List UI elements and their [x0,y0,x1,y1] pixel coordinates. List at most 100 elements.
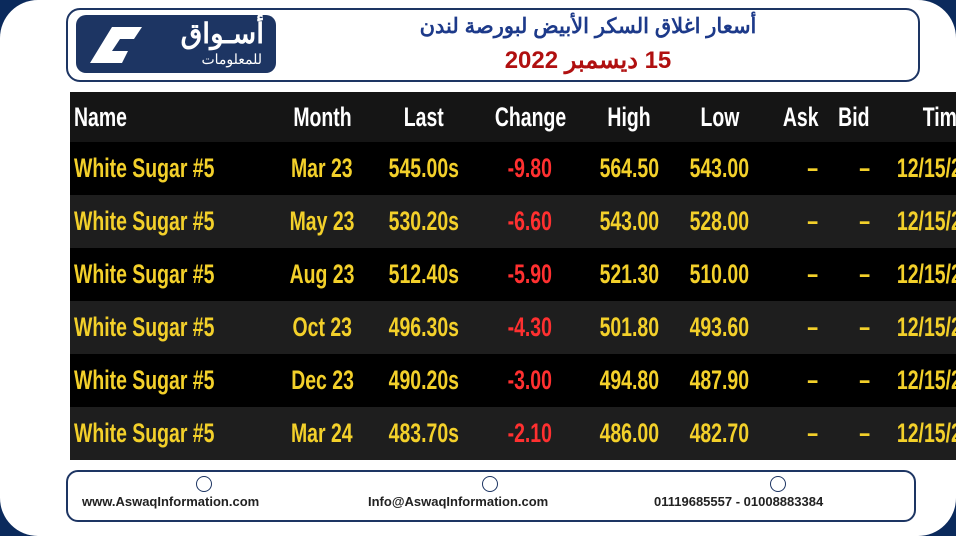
phone: 01119685557 - 01008883384 [654,494,824,509]
table-cell: – [764,301,823,354]
table-cell: -3.00 [477,354,584,407]
table-cell: 512.40s [371,248,477,301]
table-cell: 12/15/2022 [874,354,956,407]
table-cell-text: – [859,153,870,183]
table-cell-text: – [807,153,819,183]
table-cell: 12/15/2022 [873,407,956,460]
table-cell-text: White Sugar #5 [74,312,215,342]
table-cell-text: White Sugar #5 [74,418,215,448]
table-cell: May 23 [273,195,372,248]
table-cell-text: – [859,206,870,236]
table-cell: 521.30 [584,248,675,301]
table-cell: 543.00 [583,195,675,248]
table-cell-text: 528.00 [689,206,750,236]
table-cell-text: White Sugar #5 [74,206,215,236]
table-cell: – [822,248,874,301]
table-cell: 496.30s [371,301,477,354]
table-cell: 490.20s [371,354,477,407]
column-header: High [583,92,675,142]
header-row: Name Month Last Change High Low Ask Bid Time [70,92,956,142]
table-cell: -9.80 [477,142,584,195]
table-cell-text: Oct 23 [292,312,352,342]
table-cell: – [765,354,823,407]
phone-icon [770,476,786,492]
table-cell-text: 12/15/2022 [896,418,956,448]
column-header-text: Bid [838,101,870,132]
table-cell-text: 482.70 [689,418,750,448]
table-body: White Sugar #5 Mar 23 545.00s -9.80 564.50 54… [70,142,956,460]
table-cell-text: – [807,259,819,289]
column-header-text: Last [403,101,444,132]
table-cell: – [822,195,874,248]
table-cell: – [765,248,823,301]
table-cell: White Sugar #5 [70,407,274,460]
table-cell-text: Dec 23 [290,365,354,395]
table-cell: 528.00 [674,195,765,248]
column-header-text: Month [292,101,352,132]
table-cell: – [765,142,823,195]
logo-name: أسـواق [180,18,264,49]
column-header: Bid [822,92,874,142]
table-cell: Oct 23 [273,301,372,354]
table-cell-text: 12/15/2022 [896,206,956,236]
table-cell: 486.00 [583,407,675,460]
table-cell-text: 521.30 [599,259,659,289]
table-cell-text: Mar 24 [291,418,353,448]
column-header-text: Time [923,101,956,132]
price-table: Name Month Last Change High Low Ask Bid Time Whi… [70,92,956,460]
table-cell: – [764,407,823,460]
table-cell-text: Mar 23 [291,153,353,183]
email-icon [482,476,498,492]
table-cell-text: – [807,206,819,236]
column-header: Last [371,92,477,142]
table-row: White Sugar #5 Mar 24 483.70s -2.10 486.00 48… [70,407,956,460]
table-row: White Sugar #5 May 23 530.20s -6.60 543.00 52… [70,195,956,248]
date: 15 ديسمبر 2022 [504,47,672,74]
column-header-text: Ask [782,101,819,132]
web-icon [196,476,212,492]
table-cell: White Sugar #5 [70,248,273,301]
table-cell-text: – [859,259,870,289]
column-header-text: Change [494,101,566,132]
table-row: White Sugar #5 Dec 23 490.20s -3.00 494.80 48… [70,354,956,407]
table-cell: 12/15/2022 [873,195,956,248]
table-cell-text: -5.90 [508,259,553,289]
table-cell-text: – [807,418,819,448]
table-cell: -4.30 [476,301,584,354]
column-header-text: High [607,101,651,132]
column-header-text: Name [74,101,127,132]
table-row: White Sugar #5 Aug 23 512.40s -5.90 521.30 51… [70,248,956,301]
table-cell-text: – [807,365,819,395]
table-cell-text: 12/15/2022 [896,312,956,342]
email: Info@AswaqInformation.com [368,494,549,509]
header: أسـواق للمعلومات أسعار اغلاق السكر الأبي… [66,8,920,82]
table-cell: Mar 24 [273,407,372,460]
table-cell-text: White Sugar #5 [74,153,215,183]
table-cell: – [764,195,823,248]
website: www.AswaqInformation.com [82,494,260,509]
column-header: Change [476,92,584,142]
table-cell: -6.60 [476,195,584,248]
table-cell-text: – [859,418,870,448]
table-cell-text: 530.20s [388,206,460,236]
table-cell: 510.00 [674,248,765,301]
table-cell: – [822,354,874,407]
table-cell: 12/15/2022 [874,142,956,195]
table-cell-text: 12/15/2022 [896,259,956,289]
table-cell-text: White Sugar #5 [74,259,215,289]
column-header: Time [873,92,956,142]
table-cell: 12/15/2022 [873,301,956,354]
table-cell: White Sugar #5 [70,195,274,248]
table-cell-text: 543.00 [599,206,659,236]
table-cell-text: – [859,312,870,342]
table-cell-text: -4.30 [508,312,553,342]
table-cell: 487.90 [674,354,765,407]
table-cell: 564.50 [584,142,675,195]
table-cell: 543.00 [674,142,765,195]
table-cell-text: May 23 [289,206,355,236]
table-cell: – [822,407,874,460]
table-cell-text: 490.20s [388,365,460,395]
table-cell-text: 487.90 [689,365,750,395]
table-cell: White Sugar #5 [70,301,274,354]
logo-mark [90,27,142,63]
